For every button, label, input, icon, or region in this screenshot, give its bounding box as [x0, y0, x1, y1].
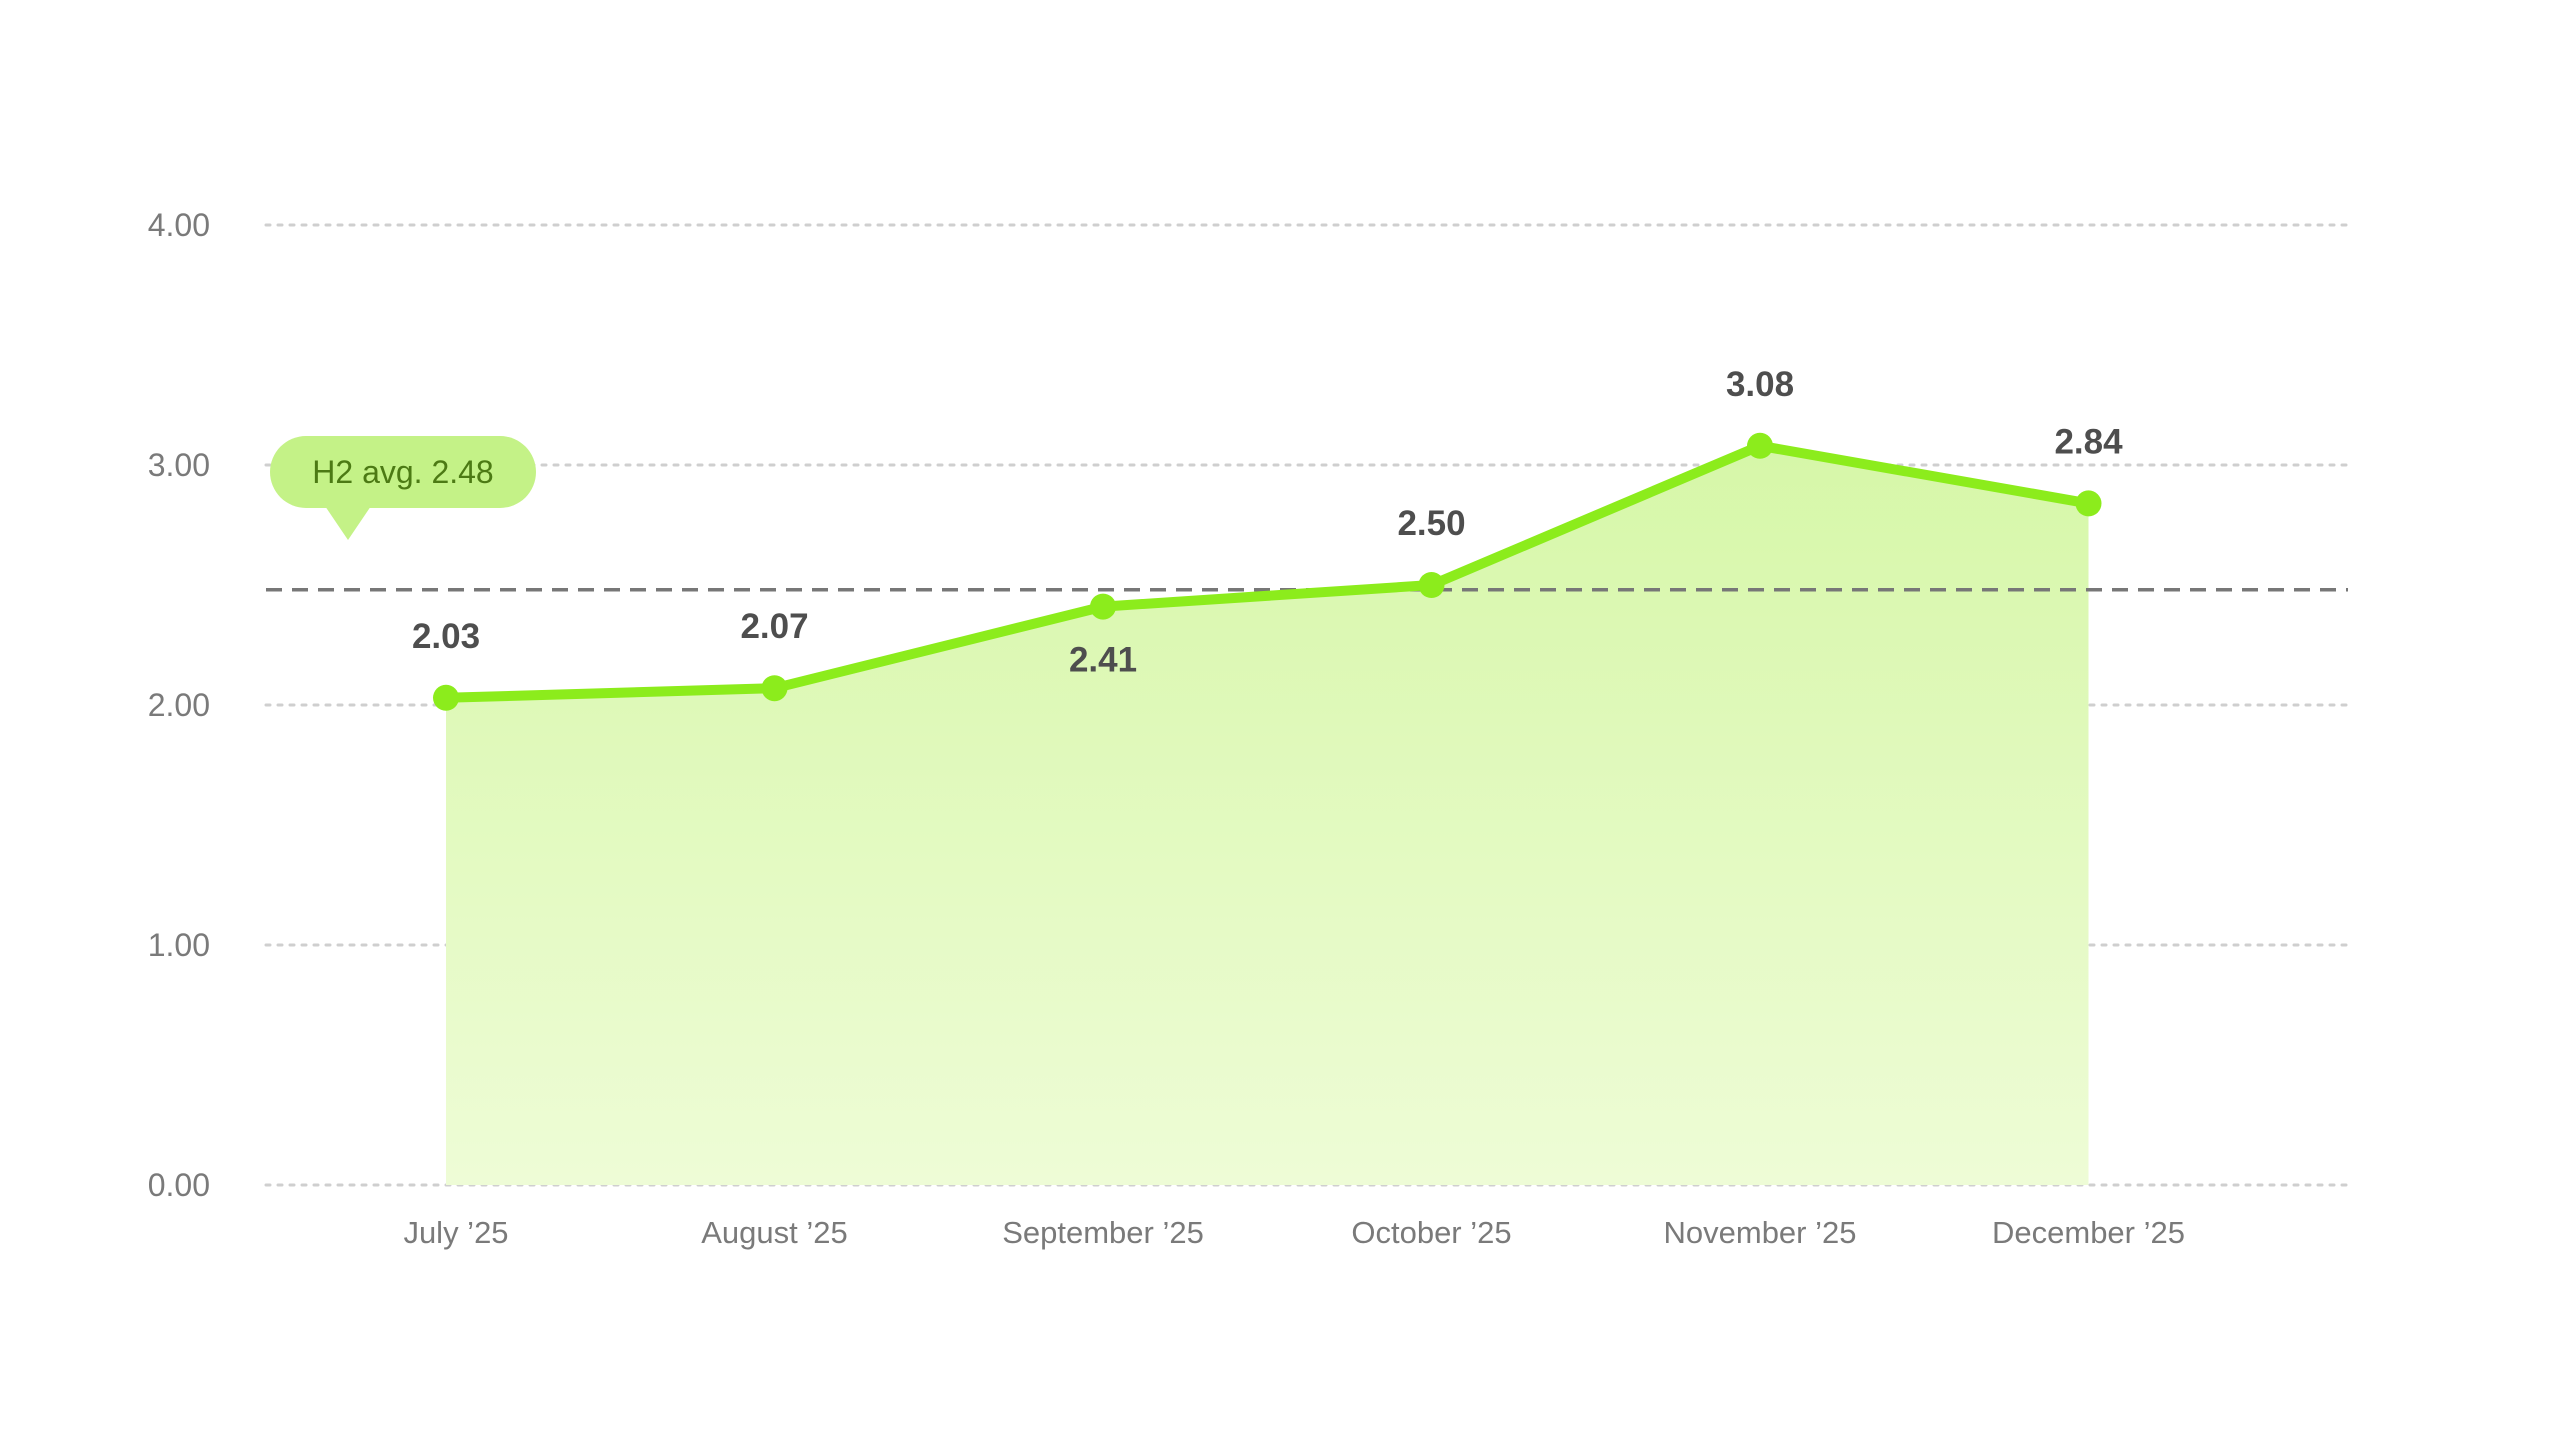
x-tick-label: November ’25 — [1664, 1215, 1857, 1250]
data-point — [1090, 593, 1116, 620]
data-labels: 2.03 2.07 2.41 2.50 3.08 2.84 — [412, 365, 2123, 680]
y-tick-label: 0.00 — [148, 1167, 210, 1203]
x-tick-label: October ’25 — [1351, 1215, 1511, 1250]
y-tick-label: 1.00 — [148, 927, 210, 963]
data-label: 2.50 — [1397, 504, 1465, 543]
y-tick-label: 4.00 — [148, 207, 210, 243]
data-point — [761, 675, 788, 702]
reference-badge-pointer — [325, 506, 371, 540]
x-tick-label: September ’25 — [1002, 1215, 1204, 1250]
reference-badge-bubble — [270, 436, 536, 508]
data-label: 2.07 — [740, 607, 808, 646]
data-point — [433, 684, 459, 711]
data-label: 2.41 — [1069, 641, 1137, 680]
series-line-layer — [441, 440, 2094, 703]
area-fill — [446, 445, 2089, 1185]
data-points — [433, 432, 2102, 711]
x-tick-label: December ’25 — [1992, 1215, 2185, 1250]
data-label: 3.08 — [1726, 365, 1794, 404]
x-tick-label: August ’25 — [701, 1215, 848, 1250]
y-axis-tick-labels: 0.00 1.00 2.00 3.00 4.00 — [148, 207, 210, 1203]
y-tick-label: 2.00 — [148, 687, 210, 723]
data-point — [1747, 432, 1773, 459]
y-tick-label: 3.00 — [148, 447, 210, 483]
series-line — [441, 440, 2094, 703]
data-label: 2.03 — [412, 617, 480, 656]
reference-badge-label: H2 avg. 2.48 — [312, 454, 493, 490]
reference-badge: H2 avg. 2.48 — [270, 436, 536, 540]
area-fill-layer — [446, 445, 2089, 1185]
data-point — [1418, 572, 1445, 598]
x-tick-label: July ’25 — [403, 1215, 508, 1250]
x-axis-tick-labels: July ’25 August ’25 September ’25 October ’… — [403, 1215, 2185, 1250]
data-label: 2.84 — [2054, 422, 2123, 461]
data-point — [2075, 490, 2102, 517]
